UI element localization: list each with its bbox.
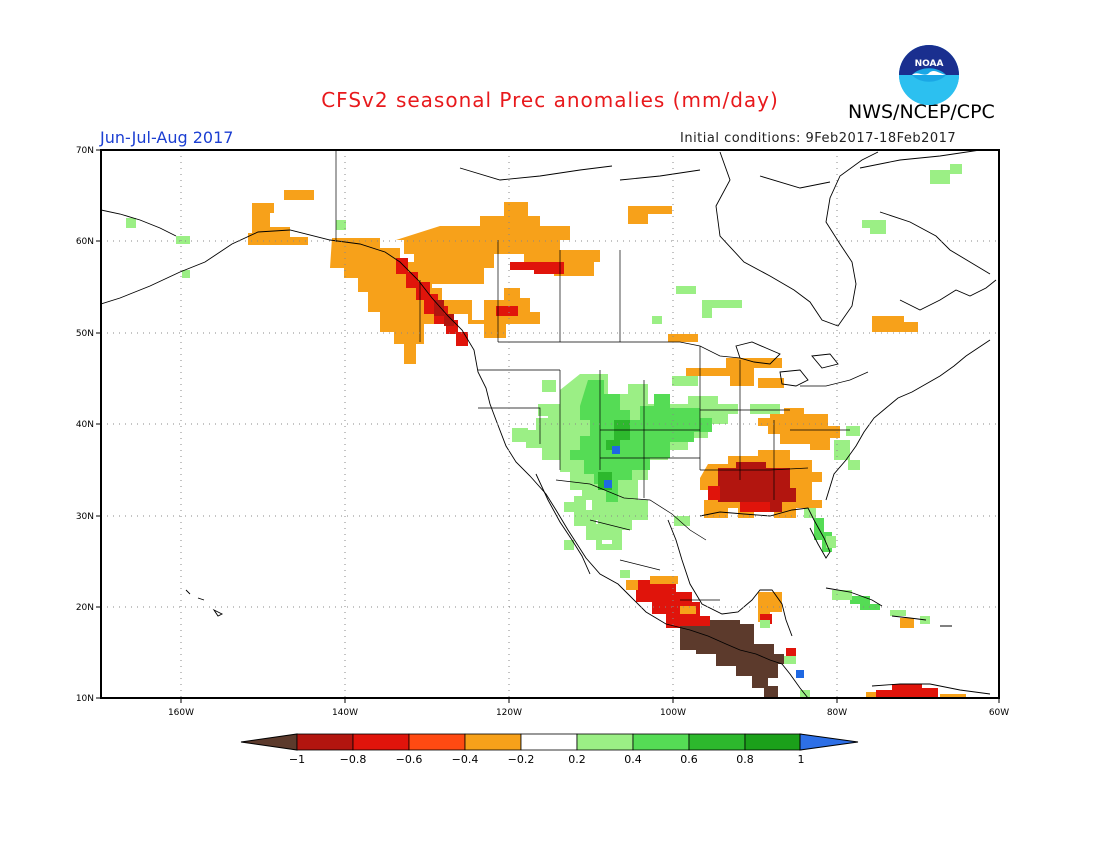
lat-label: 30N xyxy=(76,512,94,522)
baja-peninsula xyxy=(535,473,591,575)
hudson-bay xyxy=(715,151,879,327)
colorbar-label: −1 xyxy=(289,753,305,766)
lat-label: 10N xyxy=(76,694,94,704)
florida-light xyxy=(804,508,836,548)
hawaii xyxy=(185,589,224,617)
mexico-states xyxy=(589,519,720,601)
aleutians xyxy=(101,209,177,237)
cuba-wet xyxy=(850,596,880,610)
lon-label: 80W xyxy=(827,708,847,718)
alaska-south-coast-dry xyxy=(248,190,314,245)
gulf-mexico-coast xyxy=(667,507,831,637)
mexico-south-orange xyxy=(626,576,696,614)
great-lakes xyxy=(735,341,839,387)
anomaly-field xyxy=(126,164,966,698)
carolinas-wet xyxy=(834,426,860,470)
lon-label: 120W xyxy=(496,708,522,718)
lat-label: 40N xyxy=(76,420,94,430)
mid-atlantic-dry xyxy=(758,408,840,450)
initial-conditions: Initial conditions: 9Feb2017-18Feb2017 xyxy=(680,131,957,146)
lat-lon-grid xyxy=(101,150,999,698)
mexico-west-wet xyxy=(564,496,690,578)
lat-label: 70N xyxy=(76,146,94,156)
noaa-logo: NOAA xyxy=(899,45,959,105)
southeast-us-red xyxy=(708,486,770,512)
colorbar: −1 −0.8 −0.6 −0.4 −0.2 0.2 0.4 0.6 0.8 1 xyxy=(240,733,859,766)
north-america-coastline xyxy=(101,229,809,698)
northwest-canada-dry xyxy=(396,202,672,284)
caribbean-south-dry xyxy=(876,684,938,698)
colorbar-label: −0.4 xyxy=(452,753,479,766)
hudson-bay-east-dry xyxy=(872,316,918,332)
colorbar-label: 0.8 xyxy=(736,753,754,766)
longitude-labels: 160W 140W 120W 100W 80W 60W xyxy=(168,708,1009,718)
latitude-labels: 70N 60N 50N 40N 30N 20N 10N xyxy=(76,146,94,704)
colorbar-label: 0.6 xyxy=(680,753,698,766)
lon-label: 140W xyxy=(332,708,358,718)
agency-label: NWS/NCEP/CPC xyxy=(848,101,995,123)
colorbar-cell xyxy=(464,733,522,751)
yucatan-red xyxy=(760,614,796,658)
colorbar-cell xyxy=(632,733,690,751)
lat-label: 20N xyxy=(76,603,94,613)
colorbar-cell xyxy=(520,733,578,751)
lat-label: 50N xyxy=(76,329,94,339)
quebec-wet xyxy=(862,164,962,234)
lon-label: 100W xyxy=(660,708,686,718)
colorbar-cell xyxy=(296,733,354,751)
central-america-wet xyxy=(760,620,810,698)
us-states xyxy=(478,346,850,500)
axis-ticks xyxy=(96,149,1000,703)
lon-label: 60W xyxy=(989,708,1009,718)
greenland-labrador xyxy=(899,279,997,311)
colorbar-cell xyxy=(408,733,466,751)
rockies-wet xyxy=(570,380,712,502)
southeast-us-core-dry xyxy=(718,462,796,512)
great-lakes-dry xyxy=(668,334,784,388)
colorbar-label: 1 xyxy=(798,753,805,766)
colorbar-label: −0.2 xyxy=(508,753,535,766)
bc-coast-dry xyxy=(396,258,518,346)
noaa-logo-text: NOAA xyxy=(915,59,944,69)
canada-provinces xyxy=(419,240,621,342)
cuba-light xyxy=(832,590,930,624)
colorbar-label: 0.4 xyxy=(624,753,642,766)
colorbar-high-arrow xyxy=(799,733,859,751)
coastlines xyxy=(101,150,997,698)
colorbar-cells xyxy=(296,733,802,751)
forecast-period: Jun-Jul-Aug 2017 xyxy=(100,128,234,147)
colorbar-label: −0.8 xyxy=(340,753,367,766)
colorbar-cell xyxy=(688,733,746,751)
political-boundaries xyxy=(335,150,869,601)
colorbar-label: −0.6 xyxy=(396,753,423,766)
central-america-dry xyxy=(680,620,784,698)
atlantic-coast xyxy=(825,339,991,501)
chart-title: CFSv2 seasonal Prec anomalies (mm/day) xyxy=(321,88,779,112)
four-corners-wet xyxy=(598,420,630,490)
colorbar-label: 0.2 xyxy=(568,753,586,766)
colorbar-cell xyxy=(576,733,634,751)
arctic-islands xyxy=(459,150,991,275)
lat-label: 60N xyxy=(76,237,94,247)
lon-label: 160W xyxy=(168,708,194,718)
colorbar-cell xyxy=(744,733,802,751)
colorbar-cell xyxy=(352,733,410,751)
caribbean-islands xyxy=(825,587,991,695)
colorbar-labels: −1 −0.8 −0.6 −0.4 −0.2 0.2 0.4 0.6 0.8 1 xyxy=(289,753,805,766)
us-mexico-border xyxy=(555,479,707,541)
northwest-canada-core-dry xyxy=(510,262,564,274)
colorbar-low-arrow xyxy=(240,733,298,751)
